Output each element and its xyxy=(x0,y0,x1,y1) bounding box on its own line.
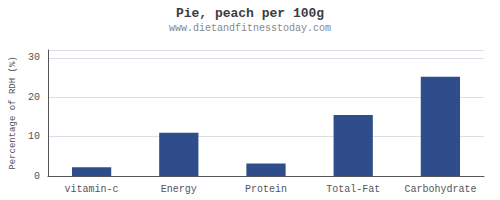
svg-text:Energy: Energy xyxy=(161,184,197,195)
svg-text:0: 0 xyxy=(34,171,40,182)
svg-text:Total-Fat: Total-Fat xyxy=(326,184,380,195)
svg-text:10: 10 xyxy=(28,131,40,142)
svg-text:20: 20 xyxy=(28,92,40,103)
svg-text:vitamin-c: vitamin-c xyxy=(65,184,119,195)
svg-text:Pie, peach per 100g: Pie, peach per 100g xyxy=(176,6,324,21)
svg-text:Carbohydrate: Carbohydrate xyxy=(404,184,476,195)
svg-text:www.dietandfitnesstoday.com: www.dietandfitnesstoday.com xyxy=(169,23,331,34)
svg-text:Percentage of RDH (%): Percentage of RDH (%) xyxy=(8,56,18,169)
svg-text:30: 30 xyxy=(28,52,40,63)
svg-text:Protein: Protein xyxy=(245,184,287,195)
